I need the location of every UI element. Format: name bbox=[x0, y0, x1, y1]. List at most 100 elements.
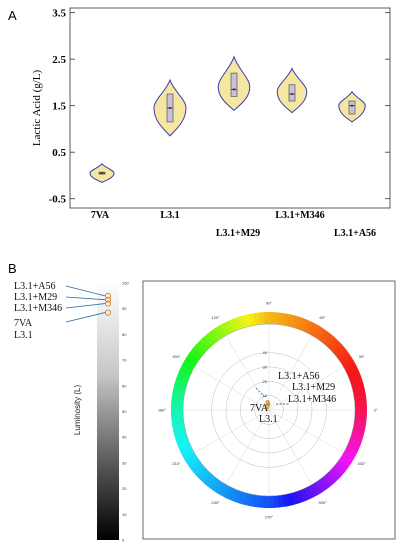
hue-ring-segment bbox=[177, 370, 191, 380]
hue-ring-segment bbox=[326, 470, 339, 483]
panel-b-label: B bbox=[8, 261, 17, 276]
category-label: L3.1+M346 bbox=[275, 210, 324, 221]
hue-ring-segment bbox=[307, 322, 318, 336]
hue-ring-segment bbox=[351, 383, 365, 393]
luminosity-tick-label: 80 bbox=[122, 332, 127, 337]
hue-ring-segment bbox=[272, 312, 280, 325]
hue-ring-segment bbox=[329, 340, 342, 353]
hue-ring-segment bbox=[203, 473, 216, 487]
hue-angle-label: 270° bbox=[265, 515, 274, 520]
hue-ring-segment bbox=[353, 418, 367, 426]
hue-spoke bbox=[225, 335, 270, 411]
hue-ring-segment bbox=[340, 356, 354, 367]
hue-ring-segment bbox=[295, 316, 305, 330]
y-axis-title: Lactic Acid (g/L) bbox=[31, 69, 43, 146]
hue-angle-label: 60° bbox=[319, 315, 325, 320]
chroma-tick-label: 40 bbox=[263, 350, 268, 355]
hue-point-7VA bbox=[265, 405, 270, 409]
hue-ring-segment bbox=[171, 399, 184, 407]
hue-spoke bbox=[268, 366, 344, 411]
hue-ring-segment bbox=[345, 364, 359, 376]
hue-ring-segment bbox=[335, 460, 349, 472]
hue-ring-segment bbox=[175, 436, 189, 446]
hue-angle-labels: 90° 60° 30° 0° 330° 300° 270° 240° 210° 180° 150° 1… bbox=[158, 301, 378, 520]
median-point-7VA bbox=[100, 172, 104, 175]
luminosity-tick-label: 60 bbox=[122, 383, 127, 388]
hue-ring-segment bbox=[303, 486, 315, 500]
box-L3.1+M29 bbox=[230, 72, 238, 97]
hue-ring-segment bbox=[171, 410, 184, 416]
hue-ring-segment bbox=[220, 484, 231, 498]
hue-ring-segment bbox=[269, 495, 275, 508]
hue-ring-segment bbox=[233, 316, 243, 330]
hue-ring-segment bbox=[319, 330, 331, 344]
hue-angle-label: 0° bbox=[374, 408, 378, 413]
hue-ring-segment bbox=[229, 488, 239, 502]
hue-ring-segment bbox=[181, 449, 195, 460]
category-label: L3.1+M29 bbox=[216, 228, 260, 239]
hue-ring-segment bbox=[224, 486, 235, 500]
luminosity-tick-label: 100 bbox=[122, 281, 129, 286]
hue-ring-segment bbox=[199, 337, 212, 350]
hue-ring-segment bbox=[192, 344, 206, 357]
hue-ring-segment bbox=[315, 327, 327, 341]
hue-label: L3.1+A56 bbox=[278, 371, 319, 382]
violin-chart: 3.5 2.5 1.5 0.5 -0.5 7VA L3.1 L3.1+M29 L3.1+M34… bbox=[31, 7, 391, 239]
hue-ring-segment bbox=[238, 315, 247, 329]
luminosity-tick-label: 90 bbox=[122, 306, 127, 311]
panel-a-label: A bbox=[8, 8, 17, 23]
hue-ring-segment bbox=[341, 452, 355, 464]
y-tick-label: 2.5 bbox=[52, 54, 66, 66]
hue-ring-segment bbox=[322, 333, 335, 347]
chroma-tick-labels: 40 30 20 10 bbox=[263, 350, 268, 398]
hue-ring-segment bbox=[186, 456, 200, 469]
hue-ring-segment bbox=[354, 404, 367, 410]
hue-angle-label: 30° bbox=[359, 354, 365, 359]
hue-ring-segment bbox=[184, 453, 198, 464]
luminosity-arrow-L3.1+M346 bbox=[65, 303, 106, 309]
hue-angle-label: 150° bbox=[172, 354, 181, 359]
box-L3.1+M346 bbox=[288, 84, 296, 102]
luminosity-label: L3.1+A56 bbox=[14, 281, 55, 292]
median-point-L3.1+M29 bbox=[232, 88, 236, 91]
luminosity-label: 7VA bbox=[14, 318, 33, 329]
luminosity-arrow-L3.1+M29 bbox=[65, 296, 106, 301]
hue-ring-segment bbox=[173, 427, 187, 437]
hue-ring-segment bbox=[263, 312, 269, 325]
luminosity-point-L3.1+A56 bbox=[104, 292, 112, 299]
hue-ring-segment bbox=[177, 440, 191, 451]
hue-ring-segment bbox=[354, 413, 367, 421]
hue-ring-segment bbox=[338, 456, 352, 468]
luminosity-tick-label: 0 bbox=[122, 538, 125, 543]
hue-ring-segment bbox=[189, 460, 203, 473]
luminosity-tick-label: 10 bbox=[122, 512, 127, 517]
luminosity-axis-title: Luminosity (L) bbox=[73, 385, 82, 436]
hue-ring-segment bbox=[308, 484, 319, 498]
luminosity-label: L3.1+M29 bbox=[14, 292, 57, 303]
hue-spoke bbox=[194, 366, 270, 411]
luminosity-point-L3.1+M29 bbox=[104, 296, 112, 303]
hue-ring-segment bbox=[181, 361, 195, 372]
luminosity-tick-label: 30 bbox=[122, 460, 127, 465]
hue-ring-segment bbox=[343, 360, 357, 371]
luminosity-tick-label: 40 bbox=[122, 435, 127, 440]
luminosity-points bbox=[65, 285, 112, 323]
hue-angle-label: 210° bbox=[172, 461, 181, 466]
luminosity-bar bbox=[97, 283, 119, 540]
hue-leader-7VA bbox=[255, 387, 267, 399]
hue-angle-label: 240° bbox=[211, 500, 220, 505]
chroma-tick-label: 30 bbox=[263, 365, 268, 370]
hue-ring-segment bbox=[350, 379, 364, 388]
luminosity-arrow-7VA bbox=[65, 312, 106, 323]
hue-ring-segment bbox=[206, 330, 219, 344]
y-axis-ticks: 3.5 2.5 1.5 0.5 -0.5 bbox=[49, 8, 390, 206]
luminosity-label: L3.1 bbox=[14, 330, 33, 341]
hue-ring-segment bbox=[223, 320, 235, 334]
median-point-L3.1+A56 bbox=[350, 104, 354, 107]
hue-label: L3.1 bbox=[259, 414, 278, 425]
hue-ring-segment bbox=[329, 467, 343, 480]
hue-ring-segment bbox=[299, 318, 309, 332]
hue-ring-segment bbox=[319, 476, 332, 490]
luminosity-arrow-L3.1+A56 bbox=[65, 285, 106, 297]
